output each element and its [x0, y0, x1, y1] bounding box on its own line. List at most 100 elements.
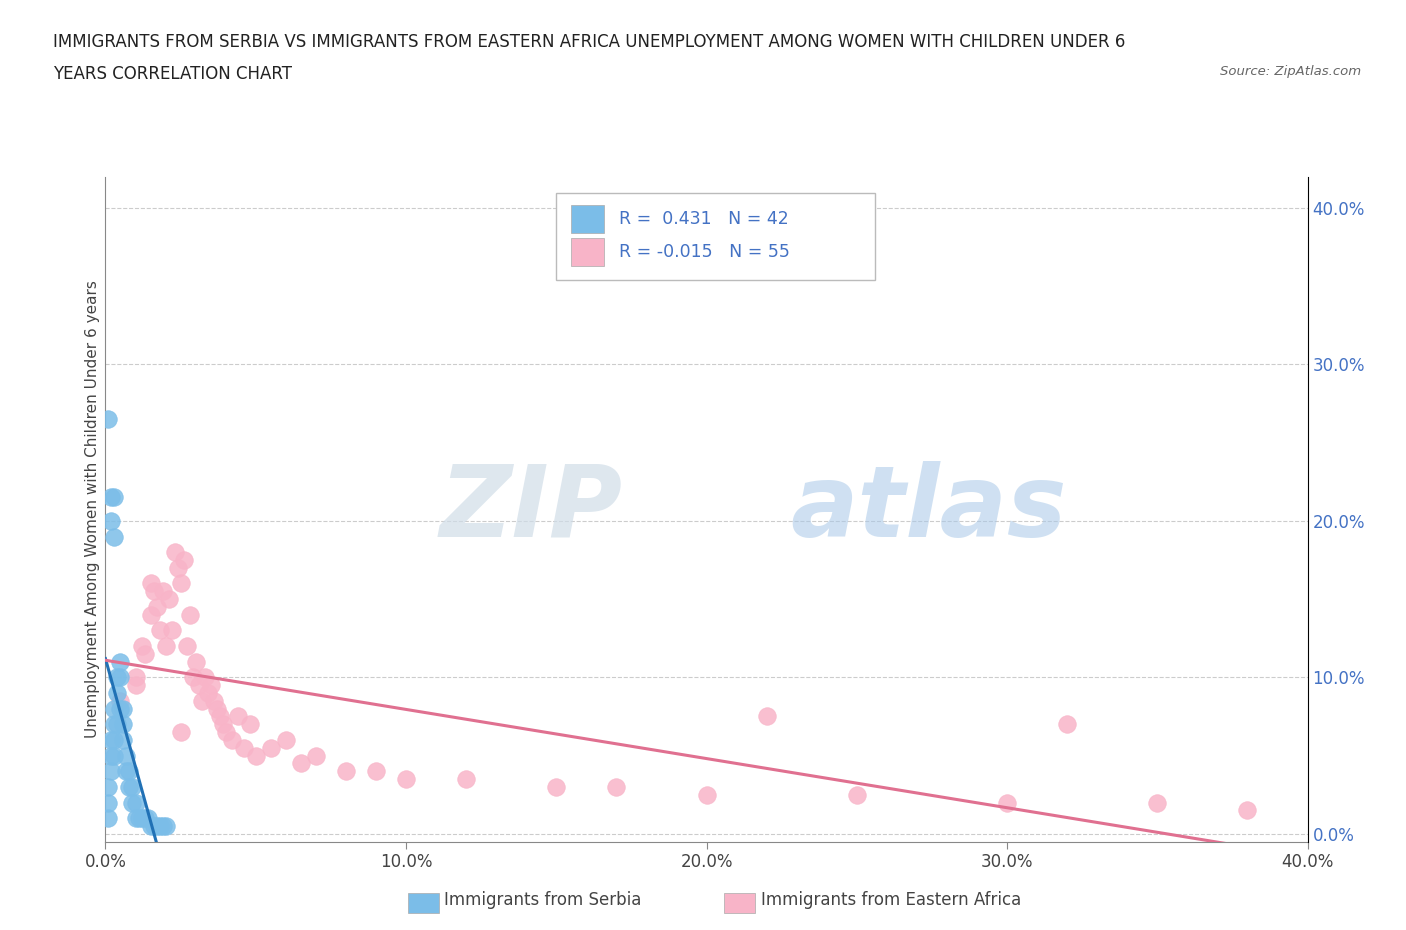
Text: R =  0.431   N = 42: R = 0.431 N = 42	[619, 209, 789, 228]
Point	[169, 724, 191, 739]
Point	[187, 678, 209, 693]
Point	[134, 646, 156, 661]
Point	[194, 670, 217, 684]
Point	[157, 591, 180, 606]
Point	[163, 545, 186, 560]
Point	[232, 740, 254, 755]
Point	[1236, 803, 1258, 817]
Point	[97, 412, 120, 427]
Point	[148, 623, 170, 638]
Point	[131, 811, 153, 826]
Point	[755, 709, 778, 724]
Point	[121, 795, 143, 810]
Point	[148, 818, 170, 833]
Point	[160, 623, 183, 638]
Point	[845, 788, 868, 803]
Point	[173, 552, 195, 567]
Point	[696, 788, 718, 803]
Point	[139, 818, 162, 833]
Point	[546, 779, 568, 794]
Point	[103, 733, 125, 748]
Text: IMMIGRANTS FROM SERBIA VS IMMIGRANTS FROM EASTERN AFRICA UNEMPLOYMENT AMONG WOME: IMMIGRANTS FROM SERBIA VS IMMIGRANTS FRO…	[53, 33, 1126, 50]
Point	[124, 795, 146, 810]
Point	[103, 717, 125, 732]
Point	[107, 717, 129, 732]
Point	[97, 795, 120, 810]
Point	[110, 701, 132, 716]
Point	[260, 740, 283, 755]
Point	[118, 764, 141, 778]
Text: Immigrants from Eastern Africa: Immigrants from Eastern Africa	[761, 891, 1021, 910]
Point	[110, 655, 132, 670]
Point	[181, 670, 204, 684]
Point	[226, 709, 249, 724]
Point	[124, 678, 146, 693]
Text: YEARS CORRELATION CHART: YEARS CORRELATION CHART	[53, 65, 292, 83]
Point	[245, 748, 267, 763]
Point	[1056, 717, 1078, 732]
Point	[112, 717, 135, 732]
Point	[100, 513, 122, 528]
Point	[112, 701, 135, 716]
Point	[184, 655, 207, 670]
Point	[115, 764, 138, 778]
Point	[97, 779, 120, 794]
Point	[97, 811, 120, 826]
Point	[605, 779, 627, 794]
Point	[142, 818, 165, 833]
Point	[179, 607, 201, 622]
Point	[103, 490, 125, 505]
Text: ZIP: ZIP	[439, 460, 623, 558]
Point	[134, 811, 156, 826]
Point	[205, 701, 228, 716]
Point	[335, 764, 357, 778]
Point	[103, 748, 125, 763]
Point	[107, 685, 129, 700]
Bar	[571, 238, 605, 266]
Point	[155, 818, 177, 833]
Point	[454, 772, 477, 787]
Point	[395, 772, 418, 787]
Text: R = -0.015   N = 55: R = -0.015 N = 55	[619, 243, 790, 260]
Point	[100, 764, 122, 778]
Point	[305, 748, 328, 763]
Point	[364, 764, 387, 778]
Point	[136, 811, 159, 826]
Point	[197, 685, 219, 700]
Y-axis label: Unemployment Among Women with Children Under 6 years: Unemployment Among Women with Children U…	[84, 280, 100, 738]
Point	[110, 670, 132, 684]
Point	[169, 576, 191, 591]
Point	[176, 639, 198, 654]
Point	[100, 733, 122, 748]
Point	[139, 607, 162, 622]
Point	[131, 639, 153, 654]
Point	[128, 811, 150, 826]
Text: Immigrants from Serbia: Immigrants from Serbia	[444, 891, 641, 910]
Point	[290, 756, 312, 771]
Point	[115, 748, 138, 763]
Point	[200, 678, 222, 693]
Point	[155, 639, 177, 654]
Point	[121, 779, 143, 794]
Point	[103, 529, 125, 544]
Point	[221, 733, 243, 748]
Point	[1146, 795, 1168, 810]
Point	[152, 818, 174, 833]
Point	[239, 717, 262, 732]
Point	[110, 694, 132, 709]
Text: Source: ZipAtlas.com: Source: ZipAtlas.com	[1220, 65, 1361, 78]
Point	[139, 576, 162, 591]
Point	[112, 733, 135, 748]
Point	[190, 694, 212, 709]
Point	[100, 748, 122, 763]
Text: atlas: atlas	[790, 460, 1067, 558]
Point	[211, 717, 233, 732]
Point	[142, 584, 165, 599]
Point	[274, 733, 297, 748]
Point	[152, 584, 174, 599]
FancyBboxPatch shape	[557, 193, 875, 280]
Point	[124, 670, 146, 684]
Point	[145, 600, 167, 615]
Point	[145, 818, 167, 833]
Point	[202, 694, 225, 709]
